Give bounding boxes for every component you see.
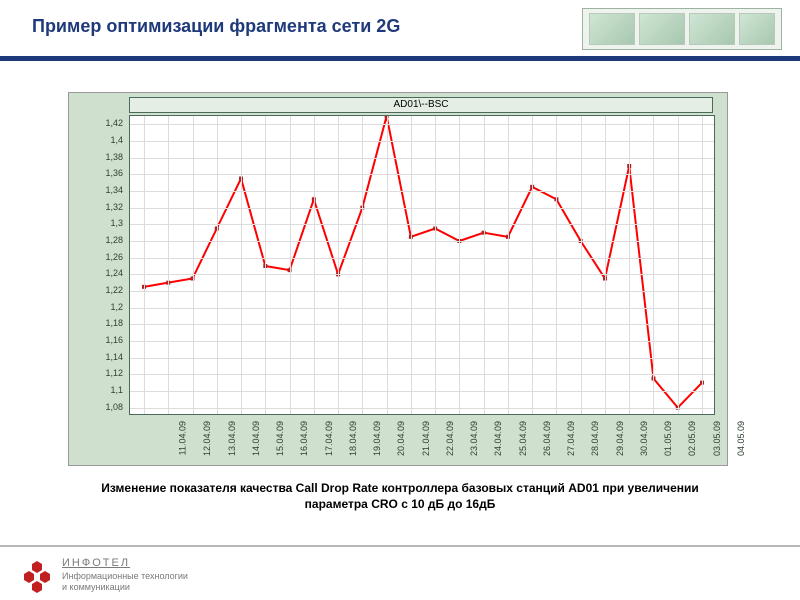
chart-caption: Изменение показателя качества Call Drop … <box>80 480 720 512</box>
xtick-label: 27.04.09 <box>566 421 576 456</box>
ytick-label: 1,42 <box>105 118 123 128</box>
xtick-label: 19.04.09 <box>372 421 382 456</box>
ytick-label: 1,28 <box>105 235 123 245</box>
chart-series <box>130 116 716 416</box>
xtick-label: 12.04.09 <box>202 421 212 456</box>
footer-tag2: и коммуникации <box>62 582 130 592</box>
xtick-label: 14.04.09 <box>251 421 261 456</box>
xtick-label: 24.04.09 <box>493 421 503 456</box>
xtick-label: 26.04.09 <box>542 421 552 456</box>
ytick-label: 1,22 <box>105 285 123 295</box>
ytick-label: 1,34 <box>105 185 123 195</box>
xtick-label: 28.04.09 <box>590 421 600 456</box>
ytick-label: 1,1 <box>110 385 123 395</box>
xtick-label: 15.04.09 <box>275 421 285 456</box>
xtick-label: 01.05.09 <box>663 421 673 456</box>
ytick-label: 1,3 <box>110 218 123 228</box>
footer-tag1: Информационные технологии <box>62 571 188 581</box>
ytick-label: 1,38 <box>105 152 123 162</box>
xtick-label: 11.04.09 <box>177 421 187 455</box>
xtick-label: 22.04.09 <box>445 421 455 456</box>
ytick-label: 1,32 <box>105 202 123 212</box>
xtick-label: 03.05.09 <box>712 421 722 456</box>
xtick-label: 17.04.09 <box>324 421 334 456</box>
ytick-label: 1,24 <box>105 268 123 278</box>
ytick-label: 1,4 <box>110 135 123 145</box>
chart-yticks: 1,08 1,1 1,12 1,14 1,16 1,18 1,2 1,22 1,24 1,26 1,… <box>69 115 127 415</box>
ytick-label: 1,16 <box>105 335 123 345</box>
xtick-label: 29.04.09 <box>615 421 625 456</box>
xtick-label: 23.04.09 <box>469 421 479 456</box>
ytick-label: 1,26 <box>105 252 123 262</box>
ytick-label: 1,12 <box>105 368 123 378</box>
xtick-label: 21.04.09 <box>421 421 431 456</box>
brand-logo-icon <box>20 559 54 593</box>
header-thumbnails <box>582 8 782 50</box>
page-title: Пример оптимизации фрагмента сети 2G <box>32 16 400 37</box>
chart-title: AD01\--BSC <box>129 97 713 113</box>
xtick-label: 20.04.09 <box>396 421 406 456</box>
xtick-label: 25.04.09 <box>518 421 528 456</box>
xtick-label: 13.04.09 <box>227 421 237 456</box>
xtick-label: 18.04.09 <box>348 421 358 456</box>
ytick-label: 1,08 <box>105 402 123 412</box>
footer-brand: ИНФОТЕЛ <box>62 557 130 569</box>
header-rule <box>0 56 800 61</box>
footer-rule <box>0 545 800 547</box>
ytick-label: 1,2 <box>110 302 123 312</box>
chart-plot-area <box>129 115 715 415</box>
xtick-label: 02.05.09 <box>688 421 698 456</box>
chart-card: AD01\--BSC 1,08 1,1 1,12 1,14 1,16 1,18 1,2 1,2… <box>68 92 728 466</box>
ytick-label: 1,18 <box>105 318 123 328</box>
ytick-label: 1,14 <box>105 352 123 362</box>
ytick-label: 1,36 <box>105 168 123 178</box>
xtick-label: 30.04.09 <box>639 421 649 456</box>
chart-xticks: 11.04.09 12.04.09 13.04.09 14.04.09 15.04.09… <box>129 417 715 463</box>
xtick-label: 16.04.09 <box>299 421 309 456</box>
xtick-label: 04.05.09 <box>736 421 746 456</box>
